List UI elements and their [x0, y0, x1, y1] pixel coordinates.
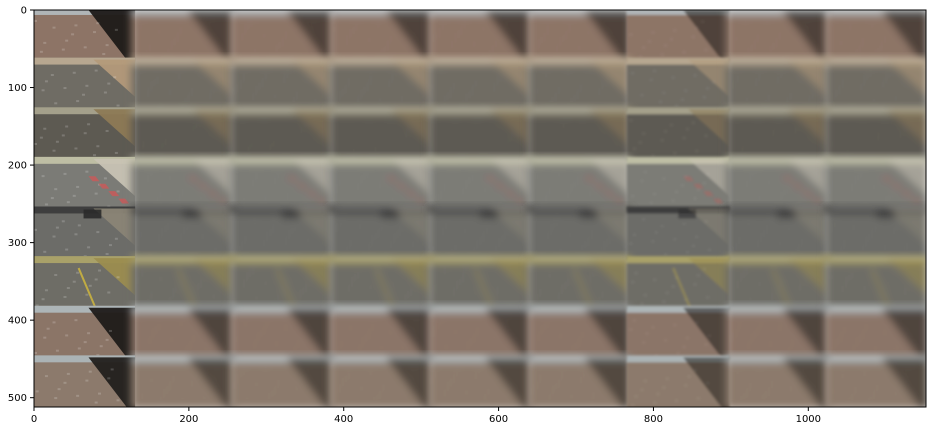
image-tile	[131, 57, 235, 112]
image-tile	[230, 206, 334, 261]
image-tile	[725, 57, 829, 112]
y-tick-label: 500	[8, 393, 27, 404]
image-tile	[230, 10, 334, 62]
image-tile	[329, 256, 433, 310]
image-tile	[527, 57, 631, 112]
image-tile	[329, 156, 433, 211]
image-tile	[131, 10, 235, 62]
image-tile	[626, 305, 730, 360]
image-tile	[824, 305, 926, 360]
image-tile	[428, 355, 532, 407]
y-tick-label: 400	[8, 316, 27, 327]
image-tile	[329, 107, 433, 161]
image-tile	[131, 256, 235, 310]
image-tile	[527, 355, 631, 407]
image-tiles	[34, 10, 926, 407]
x-axis: 0 200 400 600 800 1000	[31, 407, 821, 425]
image-tile	[725, 305, 829, 360]
image-tile	[626, 10, 730, 62]
image-tile	[725, 206, 829, 261]
image-tile	[824, 57, 926, 112]
image-tile	[34, 57, 136, 112]
image-tile	[527, 10, 631, 62]
image-tile	[34, 355, 136, 407]
image-tile	[428, 156, 532, 211]
image-tile	[626, 355, 730, 407]
y-axis: 0 100 200 300 400 500	[8, 6, 34, 404]
image-tile	[34, 156, 136, 211]
image-tile	[725, 10, 829, 62]
image-tile	[34, 107, 136, 161]
image-tile	[626, 156, 730, 211]
image-tile	[34, 305, 136, 360]
image-tile	[34, 256, 136, 310]
image-tile	[626, 107, 730, 161]
image-tile	[131, 206, 235, 261]
y-tick-label: 300	[8, 238, 27, 249]
image-tile	[131, 305, 235, 360]
image-tile	[626, 57, 730, 112]
image-tile	[725, 156, 829, 211]
image-tile	[428, 206, 532, 261]
image-tile	[230, 57, 334, 112]
image-tile	[131, 107, 235, 161]
image-tile	[824, 156, 926, 211]
image-tile	[527, 206, 631, 261]
image-tile	[626, 256, 730, 310]
image-tile	[230, 107, 334, 161]
image-tile	[131, 355, 235, 407]
x-tick-label: 200	[179, 414, 198, 425]
image-tile	[725, 107, 829, 161]
image-tile	[329, 57, 433, 112]
image-tile	[824, 10, 926, 62]
image-tile	[230, 256, 334, 310]
image-tile	[824, 206, 926, 261]
image-tile	[824, 355, 926, 407]
image-tile	[725, 256, 829, 310]
image-tile	[626, 206, 730, 261]
x-tick-label: 1000	[796, 414, 821, 425]
image-tile	[34, 10, 136, 62]
x-tick-label: 600	[489, 414, 508, 425]
image-tile	[329, 305, 433, 360]
image-tile	[428, 305, 532, 360]
image-tile	[527, 256, 631, 310]
x-tick-label: 400	[334, 414, 353, 425]
image-tile	[329, 206, 433, 261]
image-tile	[329, 355, 433, 407]
y-tick-label: 100	[8, 83, 27, 94]
image-tile	[527, 305, 631, 360]
x-tick-label: 0	[31, 414, 37, 425]
image-tile	[824, 256, 926, 310]
image-tile	[428, 10, 532, 62]
image-tile	[131, 156, 235, 211]
image-tile	[428, 57, 532, 112]
axes-frame	[33, 9, 927, 408]
image-tile	[230, 305, 334, 360]
image-tile	[329, 10, 433, 62]
image-tile	[527, 156, 631, 211]
image-tile	[34, 206, 136, 261]
y-tick-label: 0	[21, 6, 27, 17]
image-tile	[428, 256, 532, 310]
image-tile	[230, 355, 334, 407]
image-tile	[824, 107, 926, 161]
image-tile	[428, 107, 532, 161]
image-tile	[725, 355, 829, 407]
x-tick-label: 800	[644, 414, 663, 425]
y-tick-label: 200	[8, 161, 27, 172]
image-tile	[527, 107, 631, 161]
image-tile	[230, 156, 334, 211]
